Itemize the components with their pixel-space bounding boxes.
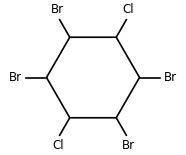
Text: Br: Br [51, 3, 64, 16]
Text: Br: Br [9, 71, 23, 84]
Text: Br: Br [163, 71, 177, 84]
Text: Cl: Cl [122, 3, 134, 16]
Text: Br: Br [122, 139, 135, 152]
Text: Cl: Cl [52, 139, 64, 152]
